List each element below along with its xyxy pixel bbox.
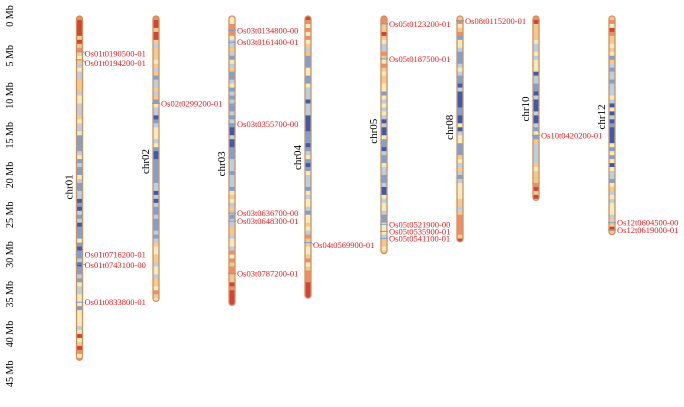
chromosome-label: chr04 — [292, 144, 304, 170]
gene-leader-line — [82, 263, 86, 266]
gene-label: Os03t0787200-01 — [237, 269, 298, 279]
chromosome-label: chr12 — [596, 104, 608, 129]
density-bands — [229, 16, 235, 306]
chromosome-chr08: chr08 Os08t0115200-01 — [444, 15, 526, 243]
gene-label: Os12t0619000-01 — [617, 225, 678, 235]
gene-label: Os02t0299200-01 — [161, 98, 222, 108]
chromosome-label: chr05 — [368, 118, 380, 144]
chromosome-label: chr02 — [140, 149, 152, 174]
axis-tick-label: 15 Mb — [5, 122, 16, 148]
gene-label: Os03t0355700-00 — [237, 119, 298, 129]
axis-tick-label: 40 Mb — [5, 321, 16, 347]
chromosome-chr05: chr05 Os05t0123200-01 Os05t0187500-01 Os05t… — [368, 15, 450, 255]
gene-label: Os05t0541100-01 — [389, 234, 450, 244]
density-bands — [305, 16, 311, 299]
chromosome-outline — [532, 15, 540, 202]
gene-label: Os03t0134800-00 — [237, 25, 298, 35]
gene-label: Os03t0648300-01 — [237, 216, 298, 226]
axis-tick-label: 25 Mb — [5, 202, 16, 228]
density-bands — [457, 16, 463, 242]
chromosome-label: chr03 — [216, 151, 228, 177]
chromosome-chr10: chr10 Os10t0420200-01 — [520, 15, 602, 202]
chromosome-label: chr08 — [444, 114, 456, 140]
gene-label: Os04t0569900-01 — [313, 240, 374, 250]
axis-tick-label: 45 Mb — [5, 361, 16, 387]
gene-label: Os05t0187500-01 — [389, 54, 450, 64]
chromosome-outline — [380, 15, 388, 255]
density-bands — [153, 16, 159, 302]
gene-label: Os08t0115200-01 — [465, 16, 526, 26]
density-bands — [533, 16, 539, 201]
gene-label: Os05t0521900-00 — [389, 219, 450, 229]
chromosome-label: chr10 — [520, 96, 532, 122]
gene-label: Os12t0604500-00 — [617, 218, 678, 228]
chromosome-outline — [456, 15, 464, 243]
chromosome-label: chr01 — [64, 174, 76, 199]
axis-tick-label: 20 Mb — [5, 162, 16, 188]
gene-label: Os01t0833800-01 — [85, 297, 146, 307]
gene-label: Os05t0535900-01 — [389, 226, 450, 236]
axis-tick-label: 10 Mb — [5, 82, 16, 108]
chromosome-outline — [228, 15, 236, 307]
chromosome-outline — [608, 15, 616, 236]
chromosome-chr03: chr03 Os03t0134800-00 Os03t0161400-01 Os03t… — [216, 15, 298, 307]
y-axis: 0 Mb 5 Mb 10 Mb 15 Mb 20 Mb 25 Mb 30 Mb 35 Mb 40… — [5, 5, 16, 387]
chromosome-chr02: chr02 Os02t0299200-01 — [140, 15, 222, 303]
axis-tick-label: 0 Mb — [5, 5, 16, 26]
gene-leader-line — [310, 242, 315, 246]
gene-label: Os03t0161400-01 — [237, 37, 298, 47]
gene-label: Os03t0636700-00 — [237, 208, 298, 218]
gene-label: Os01t0716200-01 — [85, 250, 146, 260]
chromosome-outline — [75, 15, 84, 361]
density-bands — [381, 16, 387, 254]
gene-label: Os01t0194200-01 — [85, 58, 146, 68]
axis-tick-label: 35 Mb — [5, 281, 16, 307]
density-bands — [76, 16, 83, 361]
gene-leader-line — [82, 51, 86, 54]
chromosome-outline — [304, 15, 312, 299]
gene-label: Os05t0123200-01 — [389, 19, 450, 29]
axis-tick-label: 5 Mb — [5, 45, 16, 66]
gene-label: Os01t0743100-00 — [85, 260, 146, 270]
gene-leader-line — [82, 59, 86, 64]
gene-label: Os10t0420200-01 — [541, 130, 602, 140]
chromosome-chr04: chr04 Os04t0569900-01 — [292, 15, 374, 299]
gene-label: Os01t0190500-01 — [85, 48, 146, 58]
chromosome-outline — [152, 15, 160, 303]
density-bands — [609, 16, 615, 235]
axis-tick-label: 30 Mb — [5, 241, 16, 267]
